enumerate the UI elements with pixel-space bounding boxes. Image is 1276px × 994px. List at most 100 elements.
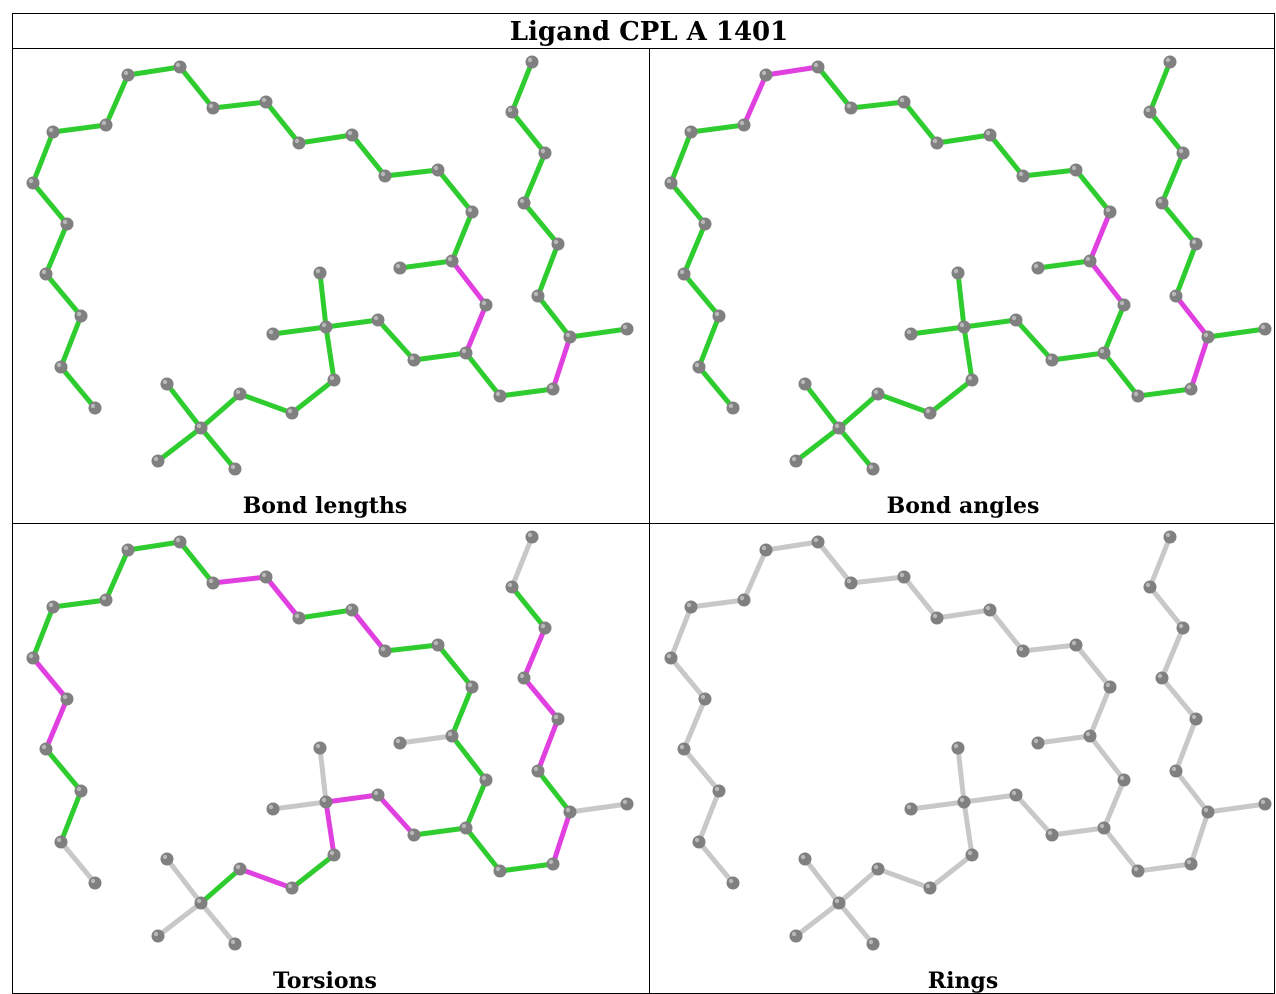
atom [292,136,306,150]
atom [957,795,971,809]
bond [1013,317,1055,363]
atom [407,353,421,367]
atom [206,576,220,590]
atom [1083,254,1097,268]
bond [987,132,1026,179]
atom [832,421,846,435]
atom [266,802,280,816]
bond [927,377,975,416]
atom [677,267,691,281]
atom [789,454,803,468]
bond [848,574,907,586]
bond [1173,716,1199,774]
bond [668,180,708,227]
bond [955,745,967,805]
bond [270,324,329,337]
atom [160,377,174,391]
atom [871,387,885,401]
atom [1083,729,1097,743]
atom [957,320,971,334]
bond [58,313,84,370]
atom [39,742,53,756]
atom [620,797,634,811]
panel-label-rings: Rings [928,968,998,994]
atom [319,795,333,809]
bond [696,788,722,845]
atom [371,313,385,327]
atom [194,421,208,435]
bond [177,64,216,111]
atom [1169,289,1183,303]
atom [1189,237,1203,251]
bond [1159,200,1199,247]
atom [897,570,911,584]
bond [1035,258,1093,271]
bond [58,839,98,886]
atom [737,593,751,607]
bond [961,324,975,383]
panel-label-bond-angles: Bond angles [887,493,1040,519]
bond [567,326,630,340]
bond [1205,326,1268,340]
atom [538,146,552,160]
bond [1101,825,1141,874]
bond [411,350,469,363]
bond [43,221,70,277]
bond [1101,350,1141,399]
bond [848,99,907,111]
bond [509,109,548,156]
bond [901,99,940,146]
atom [844,576,858,590]
atom [844,101,858,115]
bond [521,625,548,681]
atom [173,60,187,74]
bond [681,221,708,277]
atom [546,857,560,871]
atom [60,692,74,706]
bond [1049,350,1107,363]
bond [668,655,708,702]
bond [741,72,769,128]
atom [563,805,577,819]
bond [961,317,1019,330]
atom [832,896,846,910]
atom [951,266,965,280]
atom [345,603,359,617]
bond [1020,167,1079,179]
atom [46,600,60,614]
bond [1049,825,1107,838]
bond [237,391,295,416]
bond [1135,386,1194,399]
atom [378,169,392,183]
bond [263,99,302,146]
atom [983,603,997,617]
atom [1069,163,1083,177]
atom [525,55,539,69]
bond [927,852,975,891]
atom [866,462,880,476]
atom [313,741,327,755]
atom [160,852,174,866]
atom [726,401,740,415]
bond [58,364,98,411]
bond [1173,293,1211,340]
atom [465,680,479,694]
bond-lengths-atoms [26,55,634,476]
atom [1201,805,1215,819]
bond [43,696,70,752]
atom [1031,261,1045,275]
atom [1045,353,1059,367]
atom [951,741,965,755]
bond [696,839,736,886]
bond [802,856,842,906]
bond [382,642,441,654]
bond [696,364,736,411]
bond [296,132,355,146]
bond [198,425,238,472]
figure-title: Ligand CPL A 1401 [510,17,788,47]
atom [923,881,937,895]
bond [411,825,469,838]
atom [897,95,911,109]
bond [961,799,975,858]
bond [198,866,243,906]
